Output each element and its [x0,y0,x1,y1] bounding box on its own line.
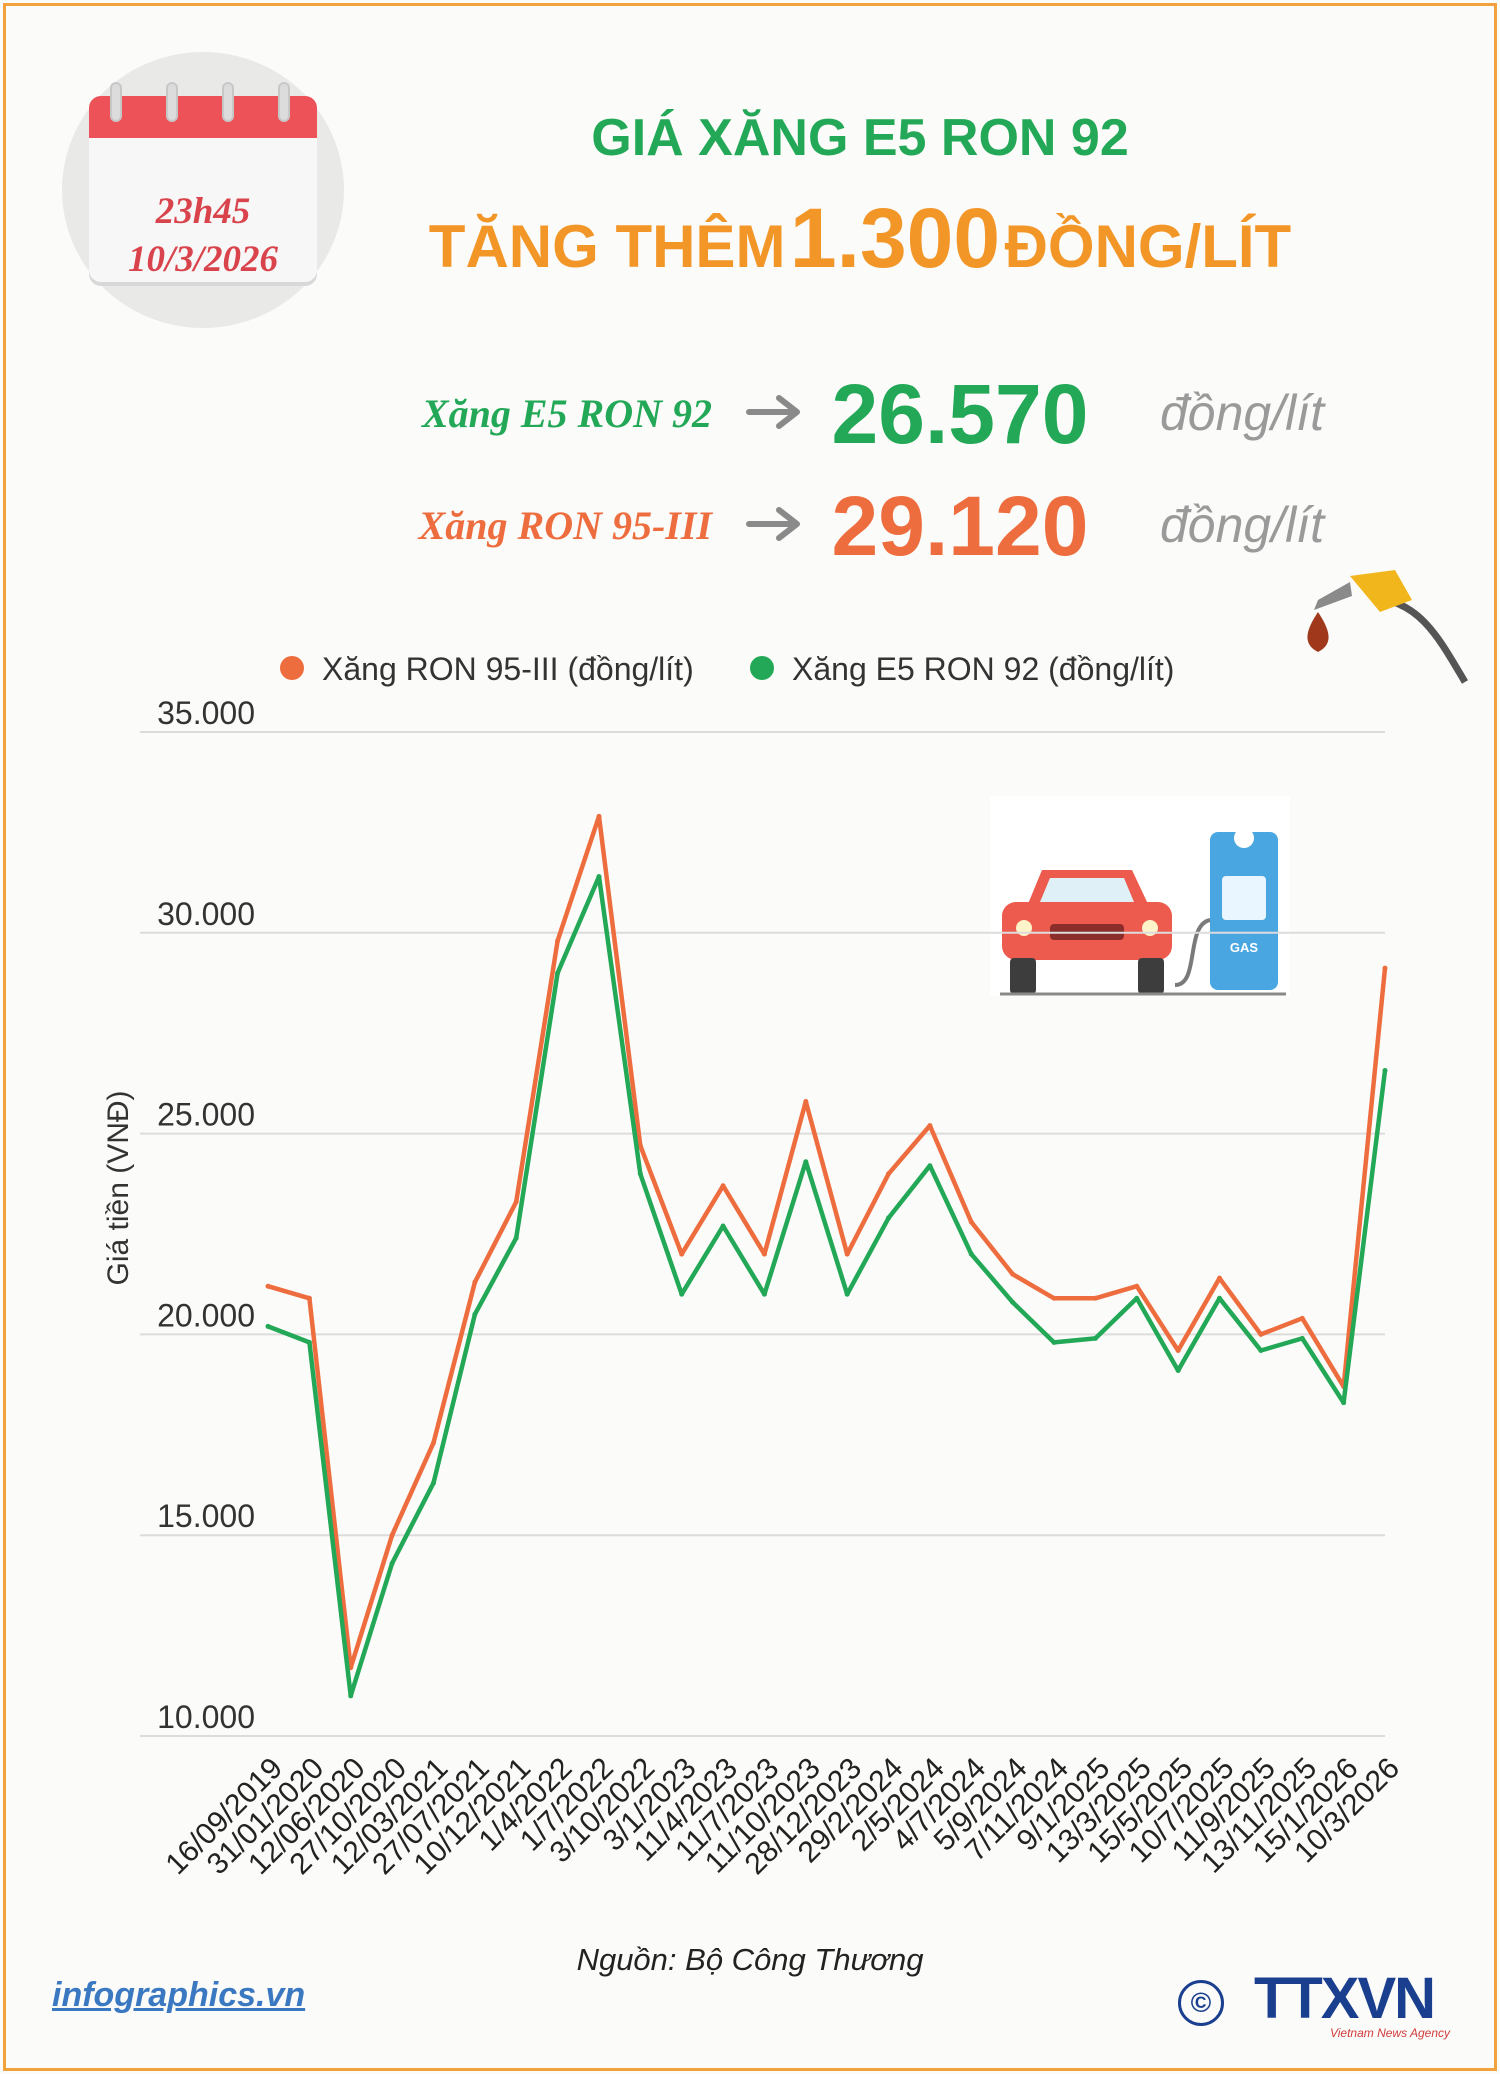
svg-text:GAS: GAS [1230,940,1259,955]
data-point [265,1283,271,1289]
data-point [306,1295,312,1301]
data-point [1092,1335,1098,1341]
data-point [637,1171,643,1177]
calendar-ring [166,82,178,122]
data-point [1051,1339,1057,1345]
car-gas-pump-illustration: GAS [990,796,1290,996]
data-point [1382,965,1388,971]
calendar-icon: 23h45 10/3/2026 [62,52,344,328]
y-tick-label: 30.000 [157,896,255,932]
data-point [430,1480,436,1486]
subheadline: TĂNG THÊM 1.300 ĐỒNG/LÍT [360,190,1360,287]
calendar-ring [110,82,122,122]
data-point [596,813,602,819]
price-value-ron95: 29.120 [831,479,1089,573]
data-point [1382,1068,1388,1074]
y-tick-label: 25.000 [157,1097,255,1133]
data-point [761,1291,767,1297]
ttxvn-logo-text: TTXVN [1253,1966,1436,2031]
data-point [596,874,602,880]
data-point [555,970,561,976]
headline: GIÁ XĂNG E5 RON 92 [591,109,1129,167]
data-point [1217,1295,1223,1301]
series-line-0 [267,814,1388,1670]
data-point [679,1251,685,1257]
data-point [1010,1299,1016,1305]
data-point [761,1251,767,1257]
data-point [430,1440,436,1446]
source-note: Nguồn: Bộ Công Thương [576,1942,924,1977]
ttxvn-logo: TTXVN Vietnam News Agency [1238,1966,1450,2041]
site-link[interactable]: infographics.vn [52,1976,306,2014]
series-line-1 [267,874,1388,1699]
data-point [1175,1368,1181,1374]
data-point [720,1183,726,1189]
y-tick-label: 15.000 [157,1498,255,1534]
copyright-icon: © [1178,1980,1224,2026]
data-point [844,1251,850,1257]
data-point [1051,1295,1057,1301]
data-point [927,1123,933,1129]
data-point [679,1291,685,1297]
calendar-ring [278,82,290,122]
y-tick-label: 10.000 [157,1699,255,1735]
ttxvn-logo-subtitle: Vietnam News Agency [1329,2026,1450,2040]
data-point [927,1163,933,1169]
legend-label: Xăng E5 RON 92 (đồng/lít) [792,651,1174,687]
arrow-right-icon [746,395,800,429]
data-point [844,1291,850,1297]
data-point [513,1235,519,1241]
data-point [1299,1315,1305,1321]
arrow-right-icon [746,507,800,541]
data-point [472,1311,478,1317]
data-point [1010,1271,1016,1277]
price-value-e5: 26.570 [831,367,1089,461]
fuel-nozzle-icon [1307,570,1469,684]
y-tick-label: 20.000 [157,1297,255,1333]
subheadline-prefix: TĂNG THÊM [428,213,786,280]
legend-marker [750,656,774,680]
data-point [513,1199,519,1205]
data-point [1341,1400,1347,1406]
calendar-time: 23h45 [155,191,251,232]
data-point [265,1323,271,1329]
data-point [1175,1347,1181,1353]
data-point [886,1215,892,1221]
legend-label: Xăng RON 95-III (đồng/lít) [322,651,694,687]
data-point [1258,1331,1264,1337]
data-point [803,1098,809,1104]
legend-marker [280,656,304,680]
data-point [1217,1275,1223,1281]
data-point [886,1171,892,1177]
data-point [472,1279,478,1285]
y-axis-label: Giá tiền (VNĐ) [102,1090,135,1285]
data-point [389,1560,395,1566]
data-point [1258,1347,1264,1353]
data-point [1092,1295,1098,1301]
data-point [803,1159,809,1165]
price-label-ron95: Xăng RON 95-III [418,503,712,548]
data-point [1299,1335,1305,1341]
data-point [637,1143,643,1149]
data-point [555,938,561,944]
calendar-date: 10/3/2026 [127,239,279,280]
data-point [968,1251,974,1257]
data-point [720,1223,726,1229]
data-point [348,1693,354,1699]
data-point [1134,1283,1140,1289]
y-tick-label: 35.000 [157,695,255,731]
subheadline-suffix: ĐỒNG/LÍT [1004,213,1292,280]
calendar-ring [222,82,234,122]
data-point [1134,1295,1140,1301]
price-unit-ron95: đồng/lít [1160,497,1325,553]
data-point [968,1219,974,1225]
data-point [389,1532,395,1538]
data-point [306,1339,312,1345]
price-unit-e5: đồng/lít [1160,385,1325,441]
subheadline-amount: 1.300 [789,191,1001,285]
price-label-e5: Xăng E5 RON 92 [421,391,712,436]
